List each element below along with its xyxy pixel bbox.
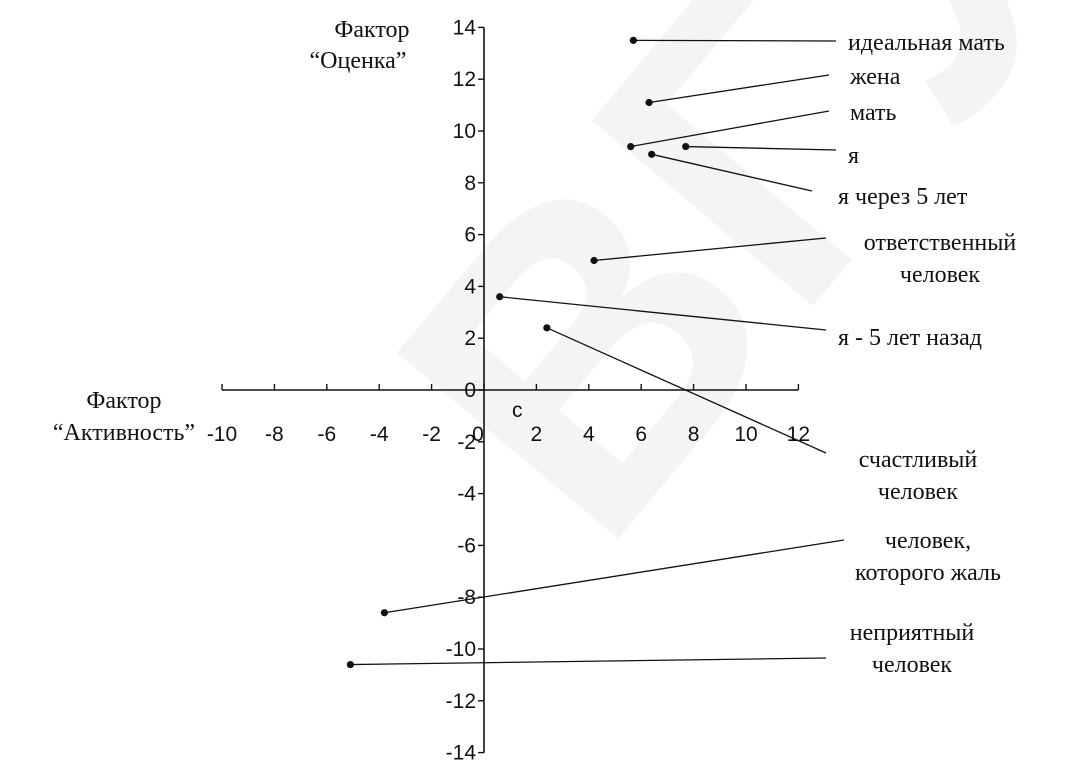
y-tick-label: -14 [446,742,477,762]
point-labels: идеальная мать жена мать я я через 5 лет отве… [838,30,1016,678]
y-tick-label: 2 [464,327,476,350]
point-label: идеальная мать [848,30,1005,56]
point-label: человек [872,652,953,678]
point-label: человек [878,479,959,505]
y-tick-label: 6 [464,224,476,247]
y-axis-title: Фактор “Оценка” [310,17,410,74]
data-point [682,142,690,151]
x-tick-label: 0 [472,423,484,446]
data-point [590,256,598,265]
data-point [629,36,637,44]
leader-line [651,153,813,192]
point-label: я [848,143,859,169]
point-label: счастливый [859,447,978,473]
watermark: ВГУ [310,0,1067,618]
leader-lines [350,39,845,666]
point-label: я - 5 лет назад [838,325,982,351]
y-tick-label: -2 [457,431,476,454]
y-tick-label: -4 [457,483,476,506]
x-tick-label: 10 [734,423,757,446]
x-tick-label: 12 [787,423,810,446]
point-label: человек [900,262,981,288]
data-point [380,609,389,617]
y-tick-label: -10 [446,638,476,661]
y-tick-label: 10 [453,120,476,143]
data-point [648,150,656,158]
y-tick-label: 0 [464,379,476,402]
leader-line [648,74,830,104]
x-tick-label: -8 [265,423,284,446]
y-tick-label: 4 [464,275,476,298]
origin-label: c [512,399,523,422]
leader-line [384,539,845,614]
y-tick-label: -12 [446,690,476,713]
x-axis-title-line-2: “Активность” [53,420,195,446]
x-tick-label: 8 [688,423,700,446]
x-tick-label: -10 [207,423,237,446]
data-point [346,660,354,669]
y-axis-title-line-2: “Оценка” [310,48,407,74]
x-tick-label: -4 [370,423,389,446]
leader-line [633,39,837,42]
point-label: ответственный [864,230,1017,256]
leader-line [546,327,827,454]
point-label: я через 5 лет [838,184,968,210]
point-label: мать [850,100,897,126]
point-label: неприятный [850,620,975,646]
leader-line [350,657,827,666]
x-tick-label: 4 [583,423,595,446]
data-point [496,293,504,301]
data-point [645,98,653,107]
leader-line [685,145,837,151]
data-points [346,36,690,669]
y-tick-label: 14 [453,16,477,39]
x-axis-ticks: -10 -8 -6 -4 -2 0 2 4 6 8 10 12 [207,384,810,446]
x-tick-label: -2 [422,423,441,446]
data-point [627,142,635,151]
y-tick-label: 12 [453,68,476,91]
x-tick-label: -6 [317,423,336,446]
x-axis-title: Фактор “Активность” [53,388,195,446]
y-tick-label: 8 [464,172,476,195]
leader-line [499,296,827,331]
leader-line [630,110,830,148]
leader-line [593,237,827,262]
y-axis-title-line-1: Фактор [334,17,409,43]
y-tick-label: -6 [457,534,476,557]
data-point [543,324,551,332]
x-tick-label: 2 [531,423,543,446]
x-tick-label: 6 [635,423,647,446]
point-label: которого жаль [855,560,1001,586]
x-axis-title-line-1: Фактор [86,388,161,414]
point-label: жена [849,64,901,90]
point-label: человек, [885,528,971,554]
y-tick-label: -8 [457,586,476,609]
